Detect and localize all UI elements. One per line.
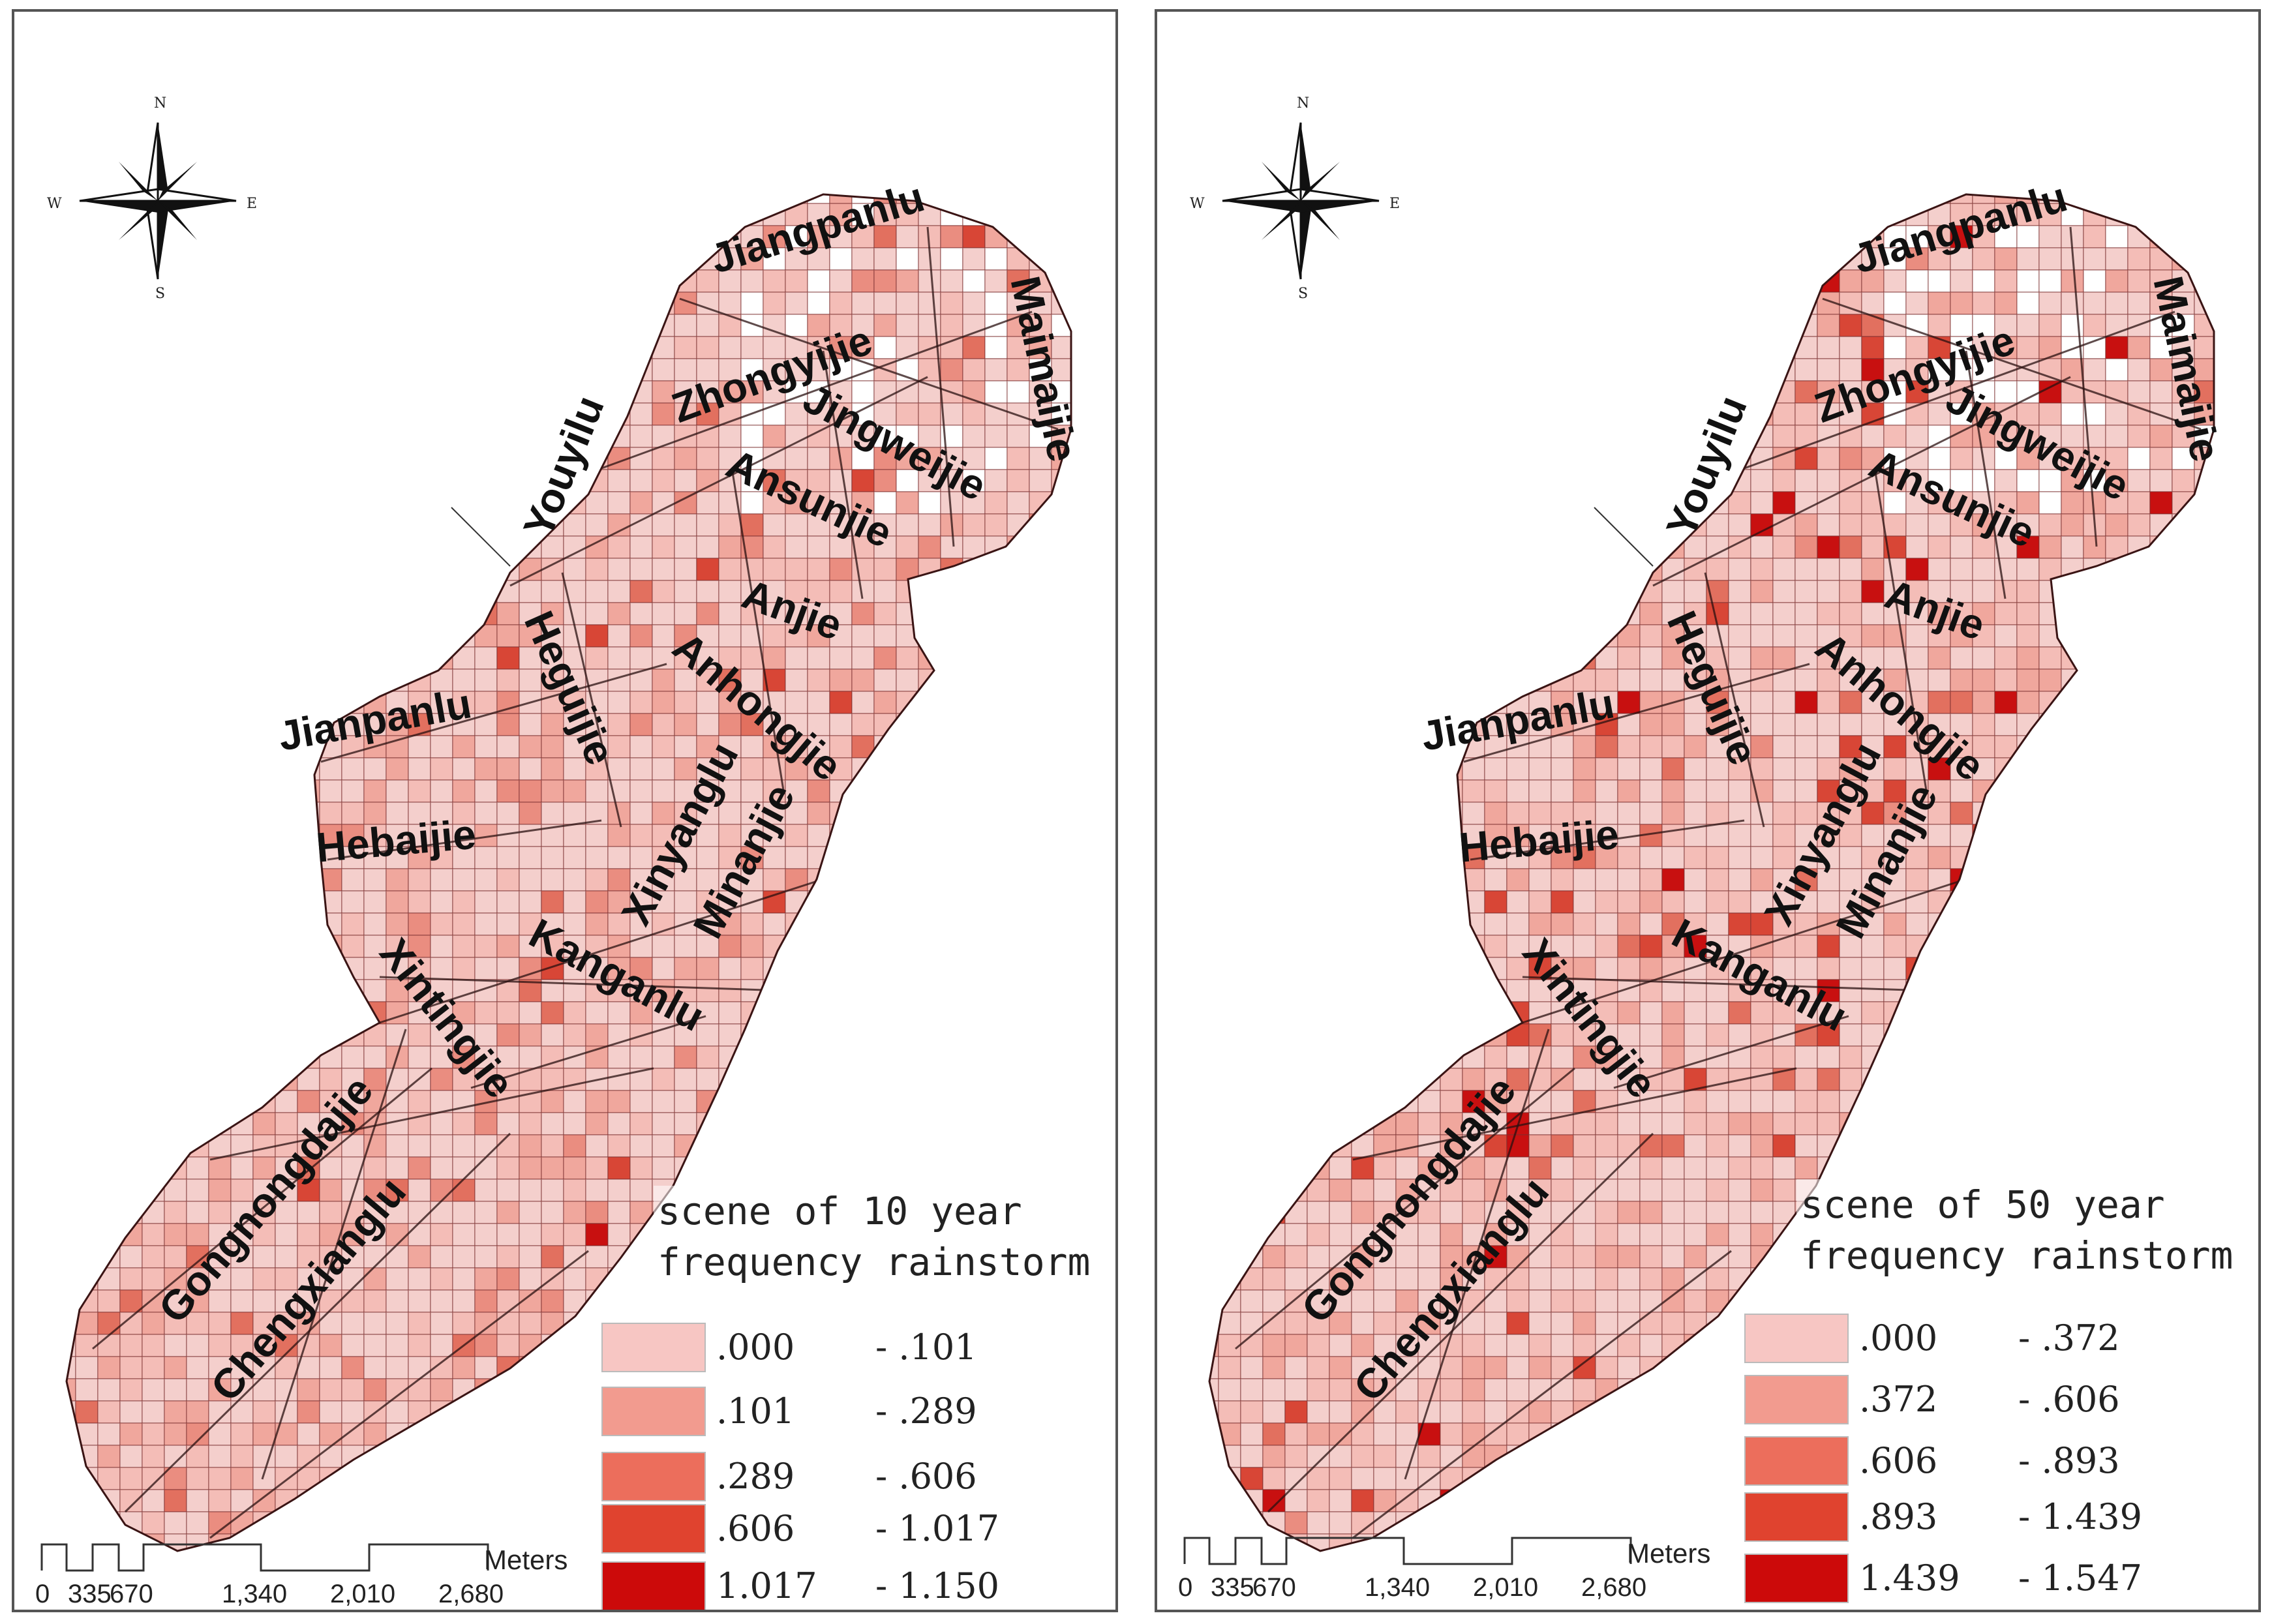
district-outline <box>1208 193 2215 1552</box>
legend-swatch <box>1744 1554 1849 1603</box>
legend-swatch <box>601 1452 706 1501</box>
compass-n: N <box>1297 95 1310 112</box>
legend-title: scene of 10 year frequency rainstorm <box>654 1186 1095 1287</box>
legend-swatch <box>601 1387 706 1436</box>
compass-s: S <box>1298 286 1309 302</box>
compass-w: W <box>47 196 62 212</box>
legend-low: .289 <box>716 1456 795 1497</box>
legend-row-4: .893 - 1.439 <box>1744 1492 2253 1543</box>
scale-tick-2680: 2,680 <box>438 1580 504 1608</box>
legend-row-3: .606 - .893 <box>1744 1436 2253 1487</box>
scale-bar <box>1183 1537 1632 1565</box>
legend-low: .606 <box>716 1508 795 1549</box>
district-outline <box>65 193 1072 1552</box>
legend-high: - 1.150 <box>875 1565 1000 1606</box>
legend-swatch <box>1744 1314 1849 1363</box>
legend-title-line2: frequency rainstorm <box>658 1240 1091 1284</box>
legend-row-5: 1.439 - 1.547 <box>1744 1554 2253 1604</box>
map-panel-10yr: N S E W Jiangpanlu Zhongyijie Maimaijie … <box>12 9 1118 1612</box>
scale-tick-2680: 2,680 <box>1581 1573 1647 1602</box>
scale-tick-335: 335 <box>1211 1573 1254 1602</box>
legend-low: .893 <box>1859 1496 1938 1537</box>
legend-high: - .893 <box>2018 1440 2120 1481</box>
legend-high: - 1.017 <box>875 1508 1000 1549</box>
legend-title: scene of 50 year frequency rainstorm <box>1796 1179 2237 1281</box>
legend-row-2: .372 - .606 <box>1744 1375 2253 1426</box>
compass-e: E <box>247 196 258 212</box>
scale-unit: Meters <box>484 1544 568 1575</box>
legend-low: 1.017 <box>716 1565 817 1606</box>
district-map <box>1208 122 2215 1552</box>
scale-tick-670: 670 <box>110 1580 153 1608</box>
legend-high: - 1.547 <box>2018 1557 2143 1599</box>
scale-tick-2010: 2,010 <box>330 1580 396 1608</box>
river-line <box>451 507 511 567</box>
legend-row-4: .606 - 1.017 <box>601 1504 1110 1555</box>
legend-high: - .606 <box>875 1456 977 1497</box>
legend-title-line2: frequency rainstorm <box>1800 1233 2234 1278</box>
compass-rose-icon <box>79 122 237 280</box>
river-line <box>1594 507 1654 567</box>
legend-low: .000 <box>716 1327 795 1368</box>
legend-low: .101 <box>716 1391 795 1432</box>
compass-rose-icon <box>1222 122 1380 280</box>
legend-swatch <box>601 1504 706 1554</box>
legend-swatch <box>601 1323 706 1372</box>
legend-title-line1: scene of 50 year <box>1800 1182 2165 1227</box>
legend-title-line1: scene of 10 year <box>658 1189 1022 1233</box>
legend-high: - 1.439 <box>2018 1496 2143 1537</box>
legend-high: - .372 <box>2018 1317 2120 1359</box>
scale-tick-0: 0 <box>35 1580 50 1608</box>
legend-swatch <box>1744 1436 1849 1486</box>
compass-s: S <box>155 286 166 302</box>
legend-high: - .101 <box>875 1327 977 1368</box>
scale-tick-1340: 1,340 <box>222 1580 288 1608</box>
legend-row-1: .000 - .372 <box>1744 1314 2253 1364</box>
scale-tick-670: 670 <box>1252 1573 1296 1602</box>
scale-tick-2010: 2,010 <box>1473 1573 1539 1602</box>
legend-high: - .606 <box>2018 1379 2120 1420</box>
scale-tick-335: 335 <box>68 1580 112 1608</box>
legend-high: - .289 <box>875 1391 977 1432</box>
legend-low: .606 <box>1859 1440 1938 1481</box>
scale-tick-0: 0 <box>1178 1573 1193 1602</box>
compass-e: E <box>1389 196 1401 212</box>
legend-low: .372 <box>1859 1379 1938 1420</box>
legend-low: 1.439 <box>1859 1557 1960 1599</box>
legend-row-1: .000 - .101 <box>601 1323 1110 1374</box>
scale-tick-1340: 1,340 <box>1365 1573 1431 1602</box>
legend-row-5: 1.017 - 1.150 <box>601 1561 1110 1610</box>
legend-swatch <box>1744 1375 1849 1424</box>
legend-low: .000 <box>1859 1317 1938 1359</box>
legend-swatch <box>601 1561 706 1610</box>
map-panel-50yr: N S E W Jiangpanlu Zhongyijie Maimaijie … <box>1155 9 2261 1612</box>
scale-unit: Meters <box>1627 1538 1711 1569</box>
legend-row-2: .101 - .289 <box>601 1387 1110 1437</box>
legend-swatch <box>1744 1492 1849 1542</box>
scale-bar <box>40 1543 489 1572</box>
legend-row-3: .289 - .606 <box>601 1452 1110 1503</box>
compass-w: W <box>1190 196 1205 212</box>
compass-n: N <box>154 95 167 112</box>
